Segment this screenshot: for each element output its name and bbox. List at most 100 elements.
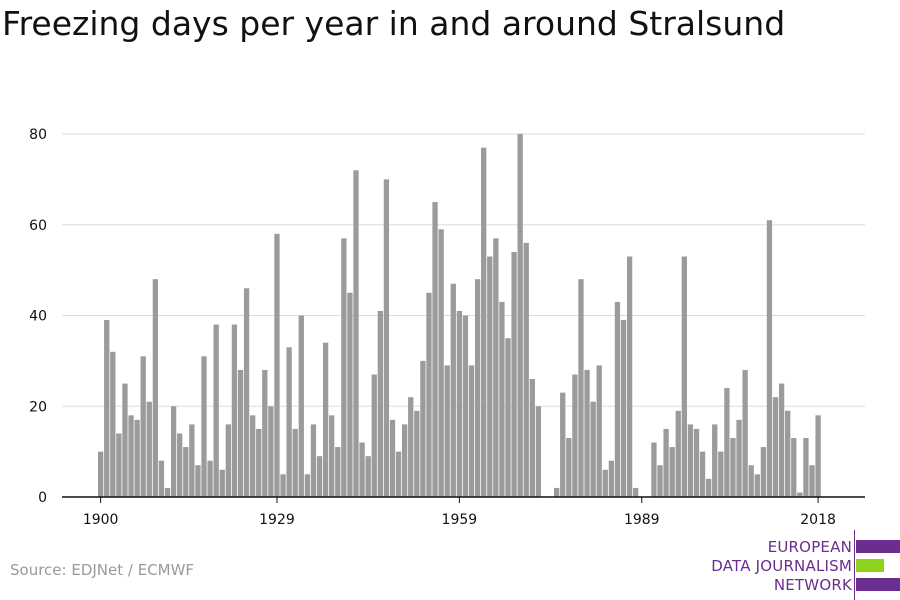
y-tick-label: 0 [38,490,47,506]
x-axis-ticks: 1900 1929 1959 1989 2018 [83,497,836,528]
bar [341,238,347,498]
bar [596,365,602,497]
x-tick-label: 1929 [259,512,295,528]
bar [329,415,335,497]
bar [620,320,627,497]
bar [663,428,669,497]
bar [268,406,274,497]
bar [243,288,250,497]
bar [195,465,201,497]
bar [128,415,134,497]
bar [474,279,481,497]
bar [347,292,353,497]
bar [262,369,268,497]
y-axis-ticks: 0 20 40 60 80 [29,127,47,506]
logo-divider [854,530,855,600]
bar [523,242,529,497]
bar [766,220,773,497]
bar [256,428,262,497]
x-tick-label: 2018 [800,512,836,528]
bar [310,424,317,497]
bar [772,397,779,497]
bar [584,369,590,497]
bar [803,438,809,497]
bar [778,383,785,497]
logo-text: EUROPEAN DATA JOURNALISM NETWORK [711,538,852,595]
bar [395,451,402,497]
bar [316,456,323,497]
bar [791,438,797,497]
bar [602,469,608,497]
bar [286,347,292,497]
bar [158,460,165,497]
y-tick-label: 40 [29,309,47,325]
bar [104,320,110,497]
bar [693,428,700,497]
bar [578,279,584,497]
x-tick-label: 1989 [624,512,660,528]
bar [675,410,681,497]
bar [511,251,517,497]
bar [250,415,256,497]
bar [116,433,122,497]
bar [706,478,712,497]
bar [98,451,104,497]
bar [760,447,767,497]
bar [626,256,633,497]
bar [219,469,225,497]
bar [170,406,177,497]
bar [201,356,207,497]
bar [487,256,493,497]
bar [408,397,414,497]
bar [225,424,231,497]
bar [140,356,146,497]
bar [724,388,730,497]
bar [468,365,475,497]
bar [535,406,542,497]
bar [742,369,748,497]
edjnet-logo: EUROPEAN DATA JOURNALISM NETWORK [700,530,900,600]
bar [590,401,596,497]
bar [213,324,219,497]
bar [633,487,639,497]
bar [420,360,426,497]
bar [414,410,420,497]
bar [730,438,736,497]
bar [529,379,535,497]
bar [797,492,803,497]
bar [298,315,304,497]
source-note: Source: EDJNet / ECMWF [10,561,195,579]
bar [718,451,724,497]
bar [152,279,159,497]
bar [389,419,396,497]
x-tick-label: 1900 [83,512,119,528]
bar [493,238,499,498]
bar [785,410,791,497]
logo-line-3: NETWORK [773,576,852,594]
y-tick-label: 20 [29,399,47,415]
y-tick-label: 80 [29,127,47,143]
bar-chart: 0 20 40 60 80 1900 1929 1959 1989 2018 [29,127,865,528]
logo-line-1: EUROPEAN [767,538,852,556]
bar [183,447,189,497]
bar [614,301,621,497]
bar [280,474,286,497]
bar [651,442,657,497]
bar [450,283,456,497]
bar [237,369,244,497]
bar [164,487,171,497]
bar [304,474,311,497]
bar [572,374,578,497]
bar [669,447,675,497]
bar [748,465,754,497]
bar [371,374,377,497]
bar [438,229,444,497]
bar [274,233,280,497]
bar [554,487,560,497]
bar [815,415,821,497]
bar [699,451,706,497]
bar [231,324,238,497]
logo-bar-middle [856,559,884,572]
bar [712,424,718,497]
bar [110,351,116,497]
